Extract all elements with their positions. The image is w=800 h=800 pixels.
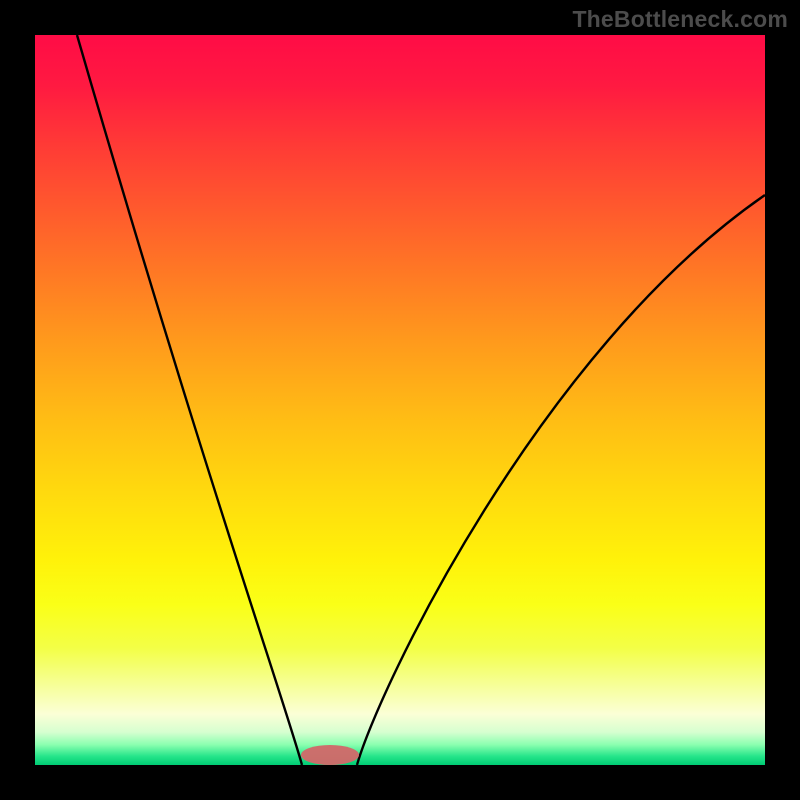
bottleneck-chart	[0, 0, 800, 800]
gradient-background	[35, 35, 765, 765]
chart-stage: TheBottleneck.com	[0, 0, 800, 800]
attribution-text: TheBottleneck.com	[572, 6, 788, 33]
bottleneck-marker	[301, 745, 359, 765]
